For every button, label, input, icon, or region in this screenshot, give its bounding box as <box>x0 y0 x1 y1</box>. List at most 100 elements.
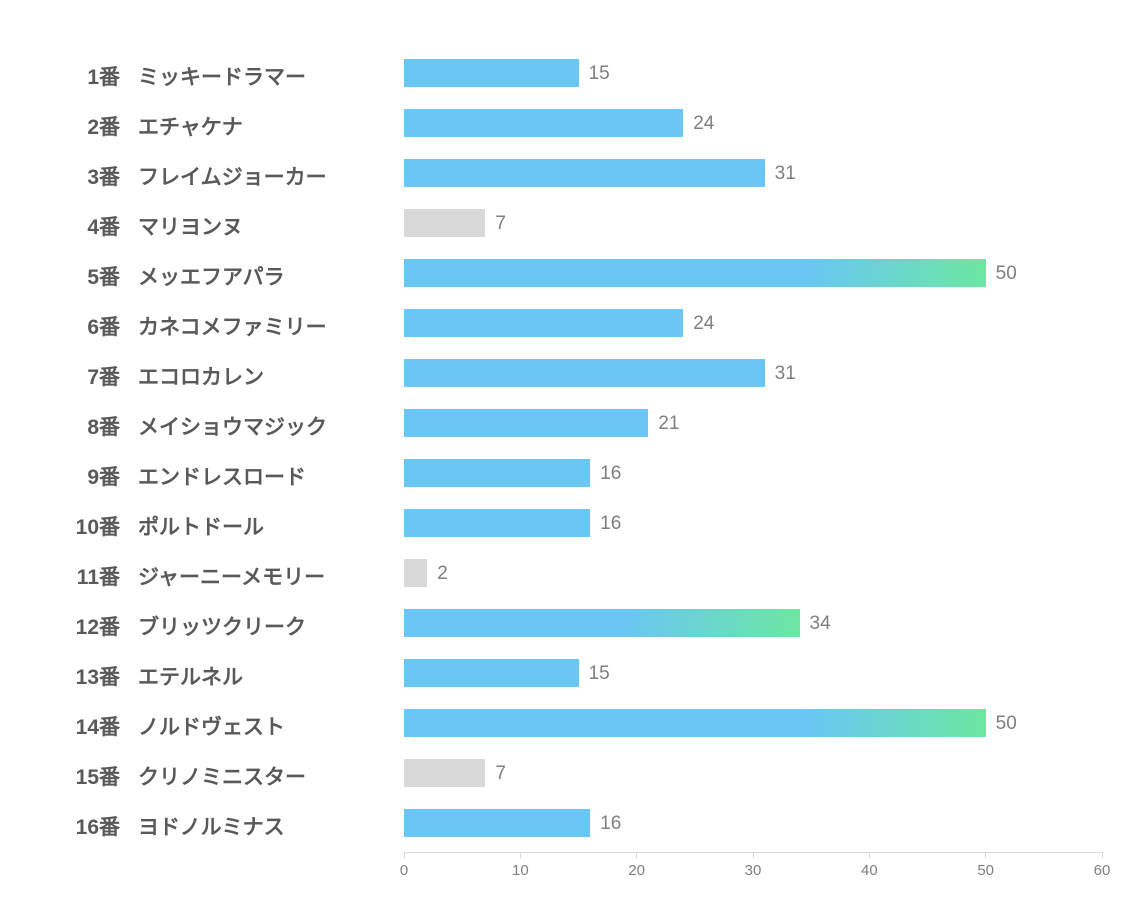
chart-row: 16番ヨドノルミナス 16 <box>0 798 1134 848</box>
row-number-label: 14番 <box>76 711 120 741</box>
x-axis-tick: 40 <box>849 852 889 879</box>
x-axis-tick-mark <box>404 852 405 858</box>
bar-value-label: 16 <box>600 463 621 485</box>
score-bar <box>404 809 590 837</box>
score-bar <box>404 209 485 237</box>
bar-value-label: 31 <box>775 363 796 385</box>
x-axis-tick: 50 <box>966 852 1006 879</box>
bar-value-label: 15 <box>589 663 610 685</box>
row-number-label: 3番 <box>87 161 120 191</box>
horse-score-bar-chart: 1番ミッキードラマー 15 2番エチャケナ 24 3番フレイムジョーカー 31 4番マリヨン… <box>0 0 1134 907</box>
bar-value-label: 24 <box>693 313 714 335</box>
bar-value-label: 31 <box>775 163 796 185</box>
score-bar <box>404 409 648 437</box>
row-number-label: 1番 <box>87 61 120 91</box>
x-axis-tick: 20 <box>617 852 657 879</box>
x-axis-tick-label: 30 <box>733 862 773 879</box>
row-number-label: 8番 <box>87 411 120 441</box>
x-axis-tick-label: 40 <box>849 862 889 879</box>
row-name-label: カネコメファミリー <box>138 311 327 341</box>
bar-value-label: 21 <box>658 413 679 435</box>
chart-row: 12番ブリッツクリーク 34 <box>0 598 1134 648</box>
bar-value-label: 34 <box>810 613 831 635</box>
x-axis-tick-mark <box>753 852 754 858</box>
row-number-label: 15番 <box>76 761 120 791</box>
bar-value-label: 7 <box>495 213 506 235</box>
bar-value-label: 2 <box>437 563 448 585</box>
row-name-label: ノルドヴェスト <box>138 711 285 741</box>
row-number-label: 12番 <box>76 611 120 641</box>
x-axis-tick-mark <box>1102 852 1103 858</box>
chart-row: 15番クリノミニスター 7 <box>0 748 1134 798</box>
bar-value-label: 50 <box>996 263 1017 285</box>
bar-value-label: 15 <box>589 63 610 85</box>
chart-row: 7番エコロカレン 31 <box>0 348 1134 398</box>
row-name-label: エテルネル <box>138 661 243 691</box>
x-axis-tick-label: 10 <box>500 862 540 879</box>
x-axis-tick-label: 60 <box>1082 862 1122 879</box>
row-name-label: ミッキードラマー <box>138 61 306 91</box>
score-bar <box>404 309 683 337</box>
bar-value-label: 24 <box>693 113 714 135</box>
x-axis-tick: 10 <box>500 852 540 879</box>
x-axis-tick-mark <box>985 852 986 858</box>
x-axis-tick: 30 <box>733 852 773 879</box>
row-number-label: 16番 <box>76 811 120 841</box>
row-number-label: 6番 <box>87 311 120 341</box>
row-name-label: ポルトドール <box>138 511 264 541</box>
score-bar <box>404 359 765 387</box>
chart-row: 3番フレイムジョーカー 31 <box>0 148 1134 198</box>
chart-row: 2番エチャケナ 24 <box>0 98 1134 148</box>
row-name-label: メイショウマジック <box>138 411 327 441</box>
row-name-label: エコロカレン <box>138 361 264 391</box>
chart-row: 1番ミッキードラマー 15 <box>0 48 1134 98</box>
bar-value-label: 50 <box>996 713 1017 735</box>
score-bar <box>404 659 579 687</box>
x-axis-tick-mark <box>520 852 521 858</box>
score-bar <box>404 709 986 737</box>
chart-row: 4番マリヨンヌ 7 <box>0 198 1134 248</box>
row-name-label: エチャケナ <box>138 111 243 141</box>
chart-row: 9番エンドレスロード 16 <box>0 448 1134 498</box>
score-bar <box>404 609 800 637</box>
bar-value-label: 16 <box>600 813 621 835</box>
row-name-label: ブリッツクリーク <box>138 611 306 641</box>
x-axis-tick-label: 0 <box>384 862 424 879</box>
x-axis-tick-label: 20 <box>617 862 657 879</box>
chart-row: 13番エテルネル 15 <box>0 648 1134 698</box>
score-bar <box>404 159 765 187</box>
row-number-label: 4番 <box>87 211 120 241</box>
row-name-label: フレイムジョーカー <box>138 161 327 191</box>
score-bar <box>404 109 683 137</box>
chart-row: 5番メッエフアパラ 50 <box>0 248 1134 298</box>
x-axis-tick-mark <box>636 852 637 858</box>
row-number-label: 9番 <box>87 461 120 491</box>
chart-row: 11番ジャーニーメモリー 2 <box>0 548 1134 598</box>
score-bar <box>404 759 485 787</box>
row-name-label: ヨドノルミナス <box>138 811 285 841</box>
x-axis-tick-mark <box>869 852 870 858</box>
x-axis-tick: 0 <box>384 852 424 879</box>
row-name-label: ジャーニーメモリー <box>138 561 325 591</box>
chart-row: 10番ポルトドール 16 <box>0 498 1134 548</box>
x-axis: 0 10 20 30 40 50 60 <box>0 852 1134 892</box>
x-axis-tick-label: 50 <box>966 862 1006 879</box>
chart-row: 8番メイショウマジック 21 <box>0 398 1134 448</box>
x-axis-tick: 60 <box>1082 852 1122 879</box>
row-number-label: 10番 <box>76 511 120 541</box>
bar-value-label: 7 <box>495 763 506 785</box>
score-bar <box>404 559 427 587</box>
row-name-label: エンドレスロード <box>138 461 306 491</box>
row-number-label: 5番 <box>87 261 120 291</box>
row-name-label: クリノミニスター <box>138 761 306 791</box>
row-name-label: マリヨンヌ <box>138 211 243 241</box>
row-number-label: 7番 <box>87 361 120 391</box>
chart-row: 6番カネコメファミリー 24 <box>0 298 1134 348</box>
bar-value-label: 16 <box>600 513 621 535</box>
row-name-label: メッエフアパラ <box>138 261 285 291</box>
score-bar <box>404 259 986 287</box>
row-number-label: 11番 <box>77 561 120 591</box>
row-number-label: 13番 <box>76 661 120 691</box>
row-number-label: 2番 <box>87 111 120 141</box>
score-bar <box>404 59 579 87</box>
